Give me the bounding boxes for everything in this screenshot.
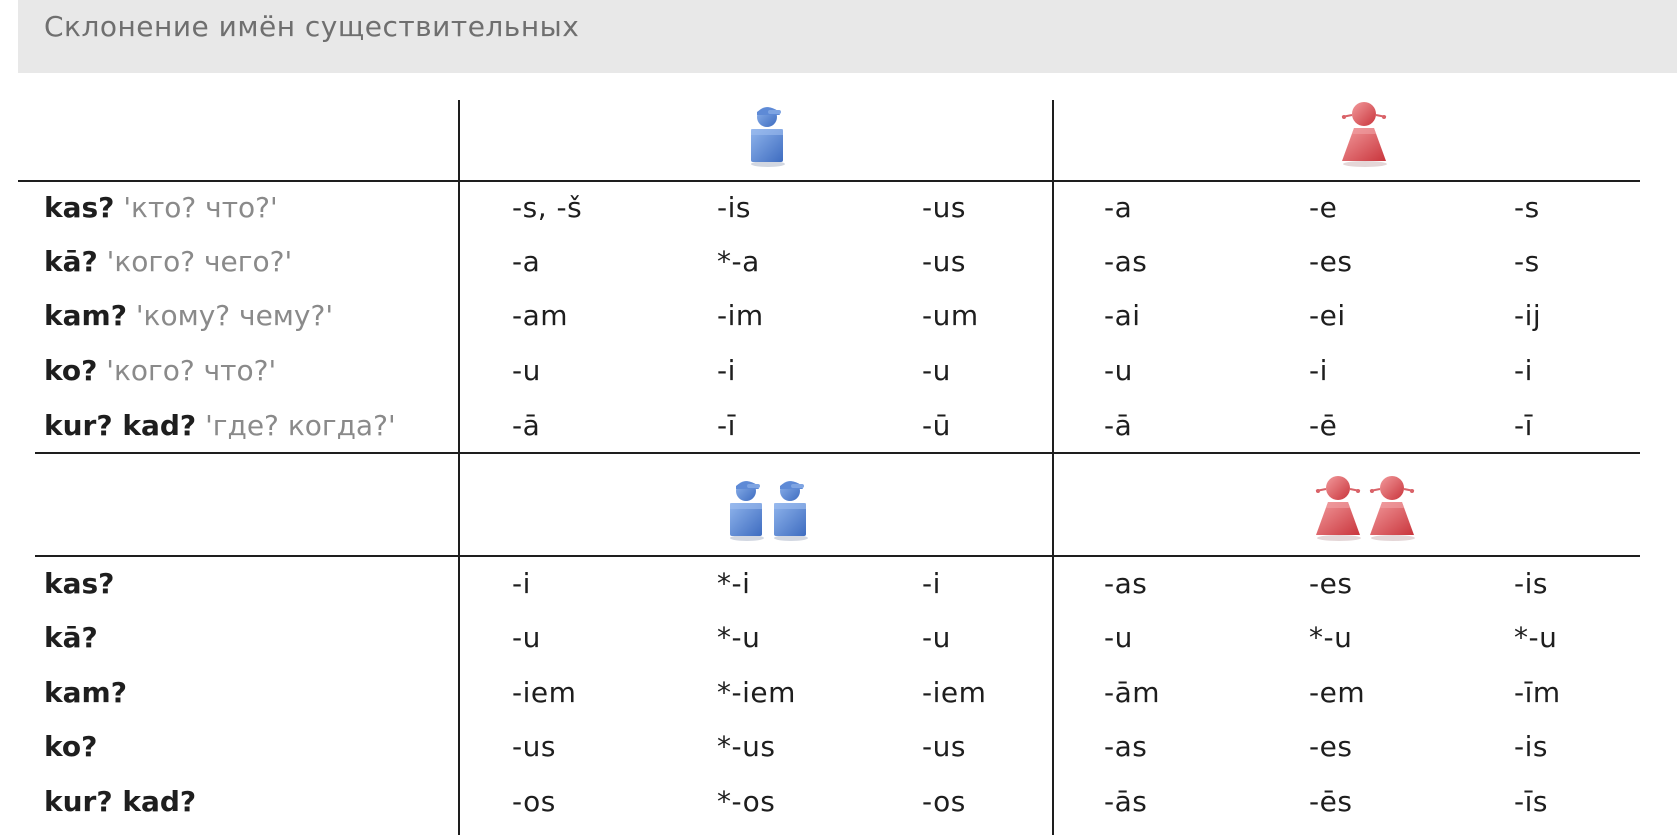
case-question: ko? (44, 730, 98, 763)
two-female-persons-icon (1310, 474, 1422, 542)
ending-cell: *-u (1514, 621, 1558, 654)
page-title: Склонение имён существительных (44, 10, 580, 43)
row-label: ko? 'кого? что?' (44, 353, 276, 389)
title-bar: Склонение имён существительных (18, 0, 1677, 73)
ending-cell: -as (1104, 245, 1148, 278)
ending-cell: -us (512, 730, 556, 763)
ending-cell: *-os (717, 785, 776, 818)
ending-cell: -am (512, 299, 569, 332)
ending-cell: -is (717, 191, 751, 224)
ending-cell: *-iem (717, 676, 796, 709)
case-gloss: 'кого? чего?' (106, 245, 293, 278)
ending-cell: *-a (717, 245, 760, 278)
ending-cell: -s, -š (512, 191, 583, 224)
ending-cell: -os (922, 785, 966, 818)
ending-cell: -i (922, 567, 941, 600)
ending-cell: -as (1104, 730, 1148, 763)
ending-cell: -u (922, 621, 951, 654)
ending-cell: -īm (1514, 676, 1561, 709)
case-gloss: 'кого? что?' (106, 354, 277, 387)
row-label: kam? (44, 675, 127, 711)
case-question: kā? (44, 621, 98, 654)
row-label: kas? (44, 566, 114, 602)
ending-cell: -iem (512, 676, 577, 709)
divider-plural-header (35, 555, 1640, 557)
ending-cell: -is (1514, 567, 1548, 600)
case-gloss: 'где? когда?' (205, 409, 396, 442)
row-label: kur? kad? 'где? когда?' (44, 408, 396, 444)
ending-cell: -us (922, 245, 966, 278)
ending-cell: -ām (1104, 676, 1161, 709)
divider-singular-header (18, 180, 1640, 182)
ending-cell: -u (1104, 621, 1133, 654)
two-male-persons-icon (726, 476, 810, 542)
ending-cell: -em (1309, 676, 1366, 709)
ending-cell: -us (922, 730, 966, 763)
ending-cell: -ī (1514, 409, 1533, 442)
row-label: kā? (44, 620, 98, 656)
male-person-icon (747, 102, 787, 168)
female-person-icon (1336, 100, 1392, 168)
ending-cell: *-u (1309, 621, 1353, 654)
ending-cell: -ā (512, 409, 541, 442)
ending-cell: -u (512, 354, 541, 387)
case-gloss: 'кто? что?' (123, 191, 278, 224)
ending-cell: -us (922, 191, 966, 224)
case-question: kas? (44, 567, 115, 600)
ending-cell: -iem (922, 676, 987, 709)
ending-cell: -es (1309, 567, 1353, 600)
ending-cell: -a (1104, 191, 1133, 224)
ending-cell: *-us (717, 730, 776, 763)
case-question: kā? (44, 245, 98, 278)
ending-cell: -u (1104, 354, 1133, 387)
case-question: kur? kad? (44, 785, 197, 818)
ending-cell: -ū (922, 409, 951, 442)
divider-column-masculine (458, 100, 460, 835)
row-label: kam? 'кому? чему?' (44, 298, 333, 334)
case-gloss: 'кому? чему?' (135, 299, 334, 332)
ending-cell: -es (1309, 730, 1353, 763)
ending-cell: -ij (1514, 299, 1542, 332)
row-label: kas? 'кто? что?' (44, 190, 278, 226)
row-label: kur? kad? (44, 784, 196, 820)
ending-cell: -s (1514, 245, 1540, 278)
ending-cell: *-u (717, 621, 761, 654)
ending-cell: -u (922, 354, 951, 387)
ending-cell: -es (1309, 245, 1353, 278)
ending-cell: -s (1514, 191, 1540, 224)
row-label: kā? 'кого? чего?' (44, 244, 292, 280)
ending-cell: -i (512, 567, 531, 600)
ending-cell: -ai (1104, 299, 1141, 332)
ending-cell: *-i (717, 567, 751, 600)
case-question: kur? kad? (44, 409, 197, 442)
ending-cell: -īs (1514, 785, 1548, 818)
ending-cell: -i (717, 354, 736, 387)
row-label: ko? (44, 729, 97, 765)
ending-cell: -ā (1104, 409, 1133, 442)
divider-section (35, 452, 1640, 454)
case-question: ko? (44, 354, 98, 387)
ending-cell: -e (1309, 191, 1338, 224)
ending-cell: -ēs (1309, 785, 1353, 818)
ending-cell: -ē (1309, 409, 1338, 442)
ending-cell: -i (1514, 354, 1533, 387)
ending-cell: -ī (717, 409, 736, 442)
case-question: kam? (44, 676, 127, 709)
ending-cell: -ei (1309, 299, 1346, 332)
case-question: kam? (44, 299, 127, 332)
ending-cell: -os (512, 785, 556, 818)
ending-cell: -u (512, 621, 541, 654)
ending-cell: -as (1104, 567, 1148, 600)
ending-cell: -im (717, 299, 764, 332)
divider-column-feminine (1052, 100, 1054, 835)
ending-cell: -ās (1104, 785, 1148, 818)
ending-cell: -is (1514, 730, 1548, 763)
ending-cell: -um (922, 299, 979, 332)
ending-cell: -i (1309, 354, 1328, 387)
case-question: kas? (44, 191, 115, 224)
ending-cell: -a (512, 245, 541, 278)
